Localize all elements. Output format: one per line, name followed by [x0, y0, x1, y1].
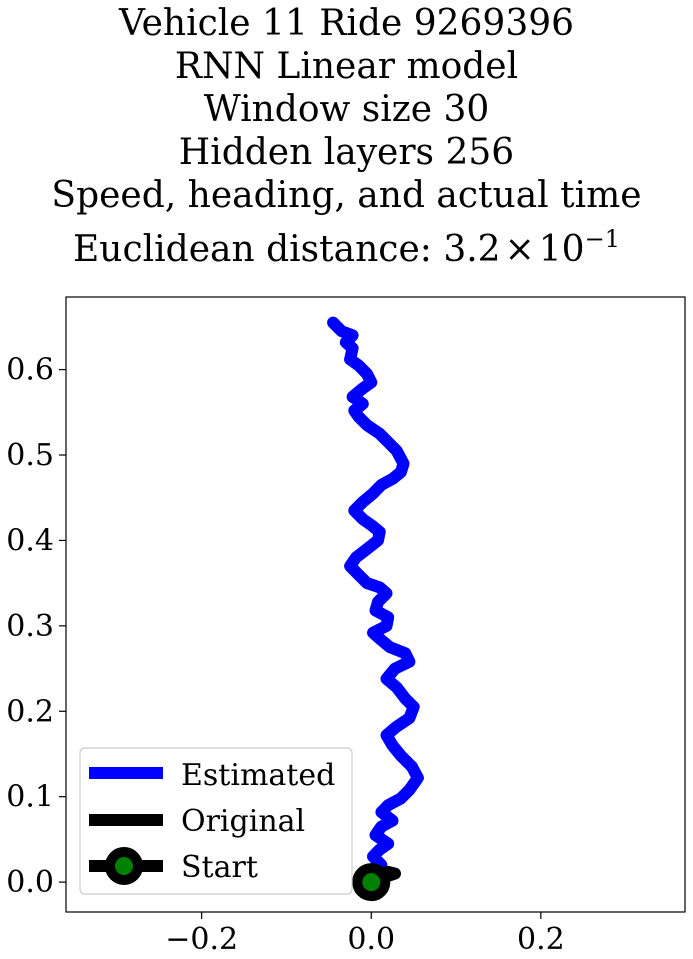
legend-label-original: Original — [181, 804, 305, 839]
axis-ticks: −0.2 0.0 0.2 0.0 0.1 0.2 0.3 0.4 0.5 0.6 — [6, 353, 564, 957]
distance-exponent: −1 — [584, 225, 620, 253]
y-tick-label: 0.4 — [6, 523, 54, 558]
x-tick-label: 0.2 — [517, 922, 565, 957]
chart-title-line-4: Hidden layers 256 — [178, 132, 515, 173]
distance-label: Euclidean distance: — [73, 229, 444, 270]
x-tick-label: 0.0 — [347, 922, 395, 957]
legend-label-estimated: Estimated — [181, 758, 335, 793]
legend-box — [79, 747, 353, 895]
start-marker — [352, 863, 391, 902]
chart-title-line-6: Euclidean distance: 3.2 × 10−1 — [0, 217, 693, 272]
legend: Estimated Original Start — [79, 747, 353, 895]
distance-mantissa: 3.2 — [443, 229, 501, 270]
y-tick-label: 0.6 — [6, 353, 54, 388]
series-estimated-line — [327, 316, 424, 889]
chart-title-line-5: Speed, heading, and actual time — [51, 175, 642, 216]
chart-title-line-1: Vehicle 11 Ride 9269396 — [118, 3, 575, 44]
series-layer — [327, 316, 424, 902]
x-tick-label: −0.2 — [165, 922, 238, 957]
y-tick-label: 0.0 — [6, 865, 54, 900]
legend-label-start: Start — [181, 850, 258, 885]
y-tick-label: 0.5 — [6, 438, 54, 473]
legend-marker-start — [105, 847, 143, 885]
y-tick-label: 0.2 — [6, 694, 54, 729]
chart-title-line-3: Window size 30 — [203, 89, 490, 130]
chart-title-line-2: RNN Linear model — [174, 46, 519, 87]
y-tick-label: 0.3 — [6, 609, 54, 644]
distance-base: 10 — [538, 229, 585, 270]
distance-times: × — [504, 229, 535, 270]
plot-area-frame — [65, 296, 686, 913]
y-tick-label: 0.1 — [6, 780, 54, 815]
